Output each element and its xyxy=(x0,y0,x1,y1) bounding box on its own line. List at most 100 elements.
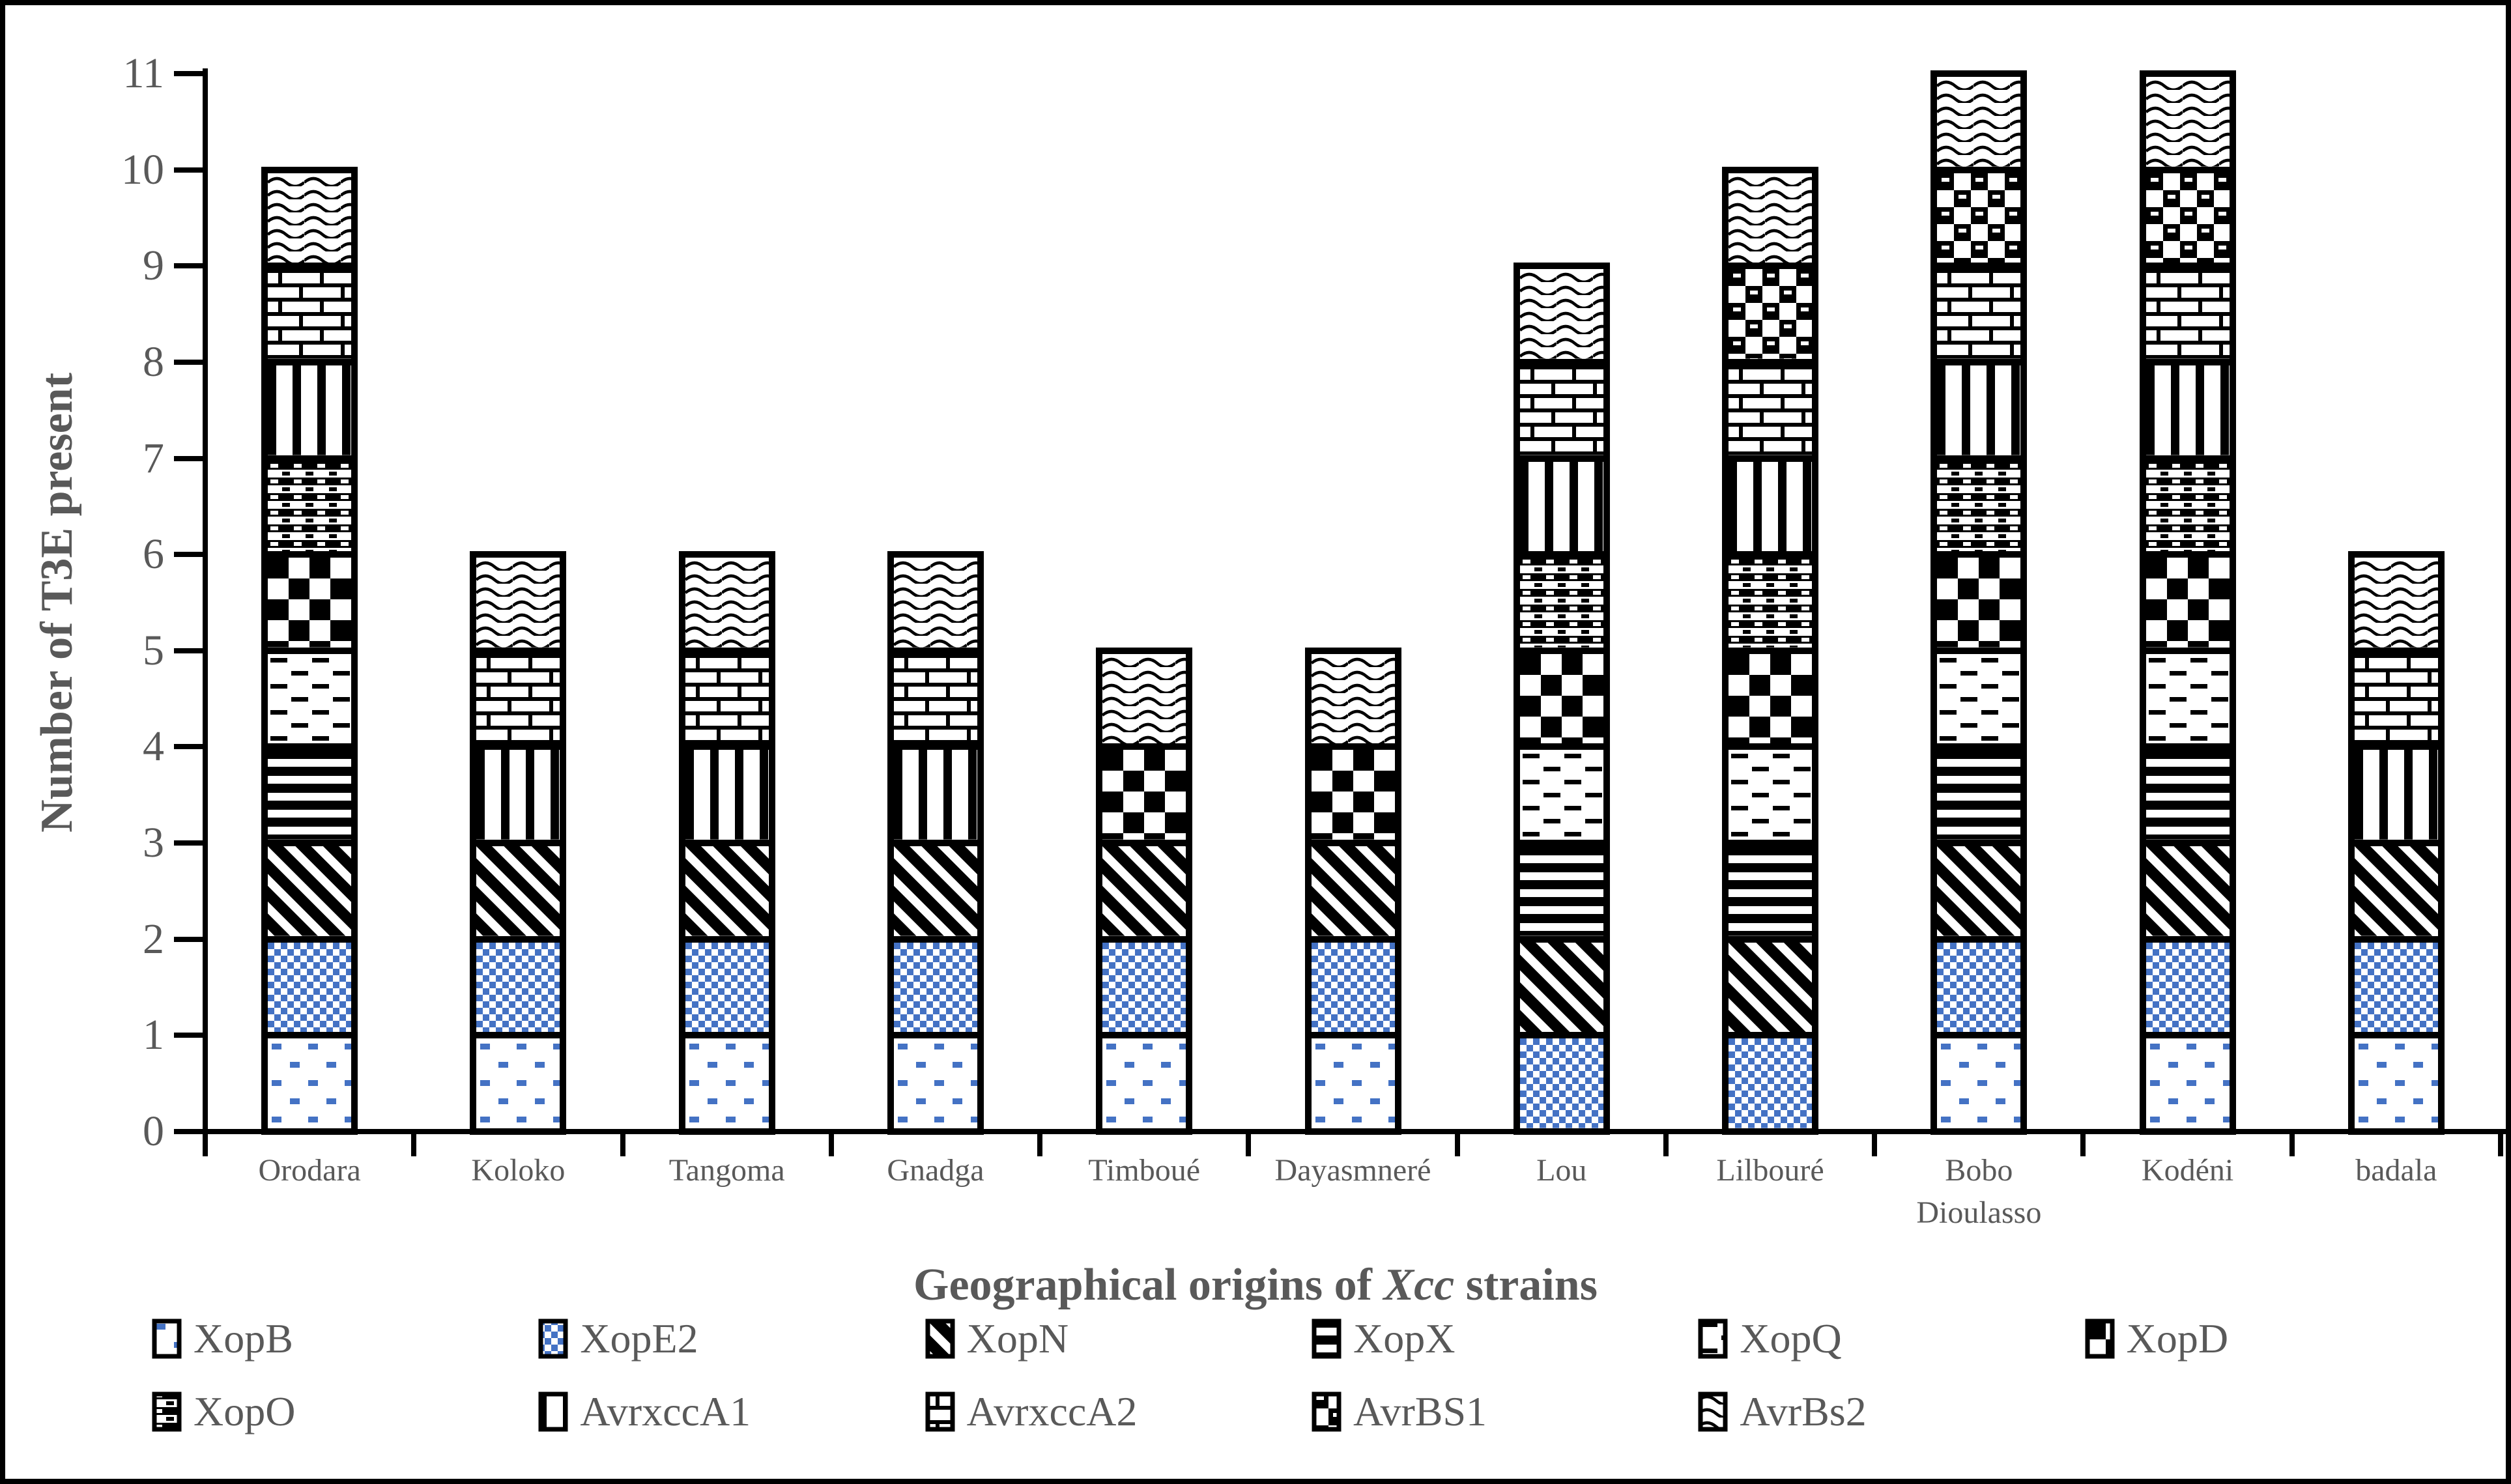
bar-segment-xopb xyxy=(2142,1035,2233,1132)
bar-segment-xopn xyxy=(1516,939,1607,1036)
bar-segment-xope2 xyxy=(265,939,355,1036)
legend-label-xopd: XopD xyxy=(2126,1315,2229,1362)
bar-segment-avrbs1 xyxy=(1934,169,2024,266)
bar-segment-avrbs1 xyxy=(1725,266,1816,362)
x-category-label-koloko: Koloko xyxy=(471,1153,566,1188)
bar-segment-avrbs2 xyxy=(1516,266,1607,362)
x-category-label-lilbour: Lilbouré xyxy=(1716,1153,1824,1188)
bar-segment-xopo xyxy=(2142,458,2233,555)
bar-orodara xyxy=(261,166,358,1135)
bar-segment-avrxcca2 xyxy=(890,650,981,747)
bar-segment-xope2 xyxy=(682,939,772,1036)
bar-segment-avrxcca2 xyxy=(1725,362,1816,459)
bar-segment-xopb xyxy=(1099,1035,1190,1132)
legend-item-avrxcca2: AvrxccA2 xyxy=(925,1391,1312,1433)
legend-item-xopo: XopO xyxy=(152,1391,538,1433)
legend-label-xopn: XopN xyxy=(966,1315,1069,1362)
legend-swatch-avrbs2 xyxy=(1698,1391,1728,1432)
bar-tangoma xyxy=(678,551,775,1135)
bar-segment-avrbs2 xyxy=(1934,74,2024,170)
bar-segment-xopb xyxy=(2351,1035,2441,1132)
bar-segment-avrxcca1 xyxy=(1516,458,1607,555)
legend-swatch-avrbs1 xyxy=(1312,1391,1342,1432)
legend-swatch-xopn xyxy=(925,1319,955,1359)
bar-segment-avrbs2 xyxy=(682,554,772,651)
x-axis-title-prefix: Geographical origins of xyxy=(913,1260,1384,1310)
y-tick-mark xyxy=(174,552,205,558)
bar-segment-xopn xyxy=(2142,843,2233,939)
y-tick-label: 4 xyxy=(143,722,164,771)
bar-segment-xopn xyxy=(473,843,564,939)
y-tick-mark xyxy=(174,936,205,942)
legend-label-avrxcca1: AvrxccA1 xyxy=(580,1388,751,1434)
y-tick-mark xyxy=(174,840,205,846)
y-tick-label: 8 xyxy=(143,337,164,386)
bar-segment-avrxcca2 xyxy=(1516,362,1607,459)
legend-swatch-avrxcca2 xyxy=(925,1391,955,1432)
x-category-label-tangoma: Tangoma xyxy=(668,1153,785,1188)
bar-segment-avrxcca2 xyxy=(265,266,355,362)
y-tick-label: 1 xyxy=(143,1011,164,1059)
y-tick-mark xyxy=(174,359,205,365)
bar-segment-avrbs2 xyxy=(1099,650,1190,747)
y-tick-label: 10 xyxy=(121,145,164,193)
bar-segment-avrbs1 xyxy=(2142,169,2233,266)
bar-timbou xyxy=(1096,647,1193,1135)
y-tick-label: 11 xyxy=(122,49,164,97)
y-tick-mark xyxy=(174,744,205,750)
bar-segment-xope2 xyxy=(1516,1035,1607,1132)
bar-segment-xope2 xyxy=(1725,1035,1816,1132)
x-category-label-lou: Lou xyxy=(1536,1153,1587,1188)
bar-segment-xopd xyxy=(1934,554,2024,651)
y-tick-label: 7 xyxy=(143,434,164,482)
bar-segment-xopo xyxy=(1725,554,1816,651)
y-tick-mark xyxy=(174,455,205,461)
y-tick-label: 9 xyxy=(143,242,164,290)
bar-segment-avrxcca2 xyxy=(682,650,772,747)
bar-segment-xopn xyxy=(2351,843,2441,939)
y-tick-label: 0 xyxy=(143,1107,164,1155)
bar-segment-avrbs2 xyxy=(2351,554,2441,651)
x-tick-mark xyxy=(411,1132,417,1156)
y-axis-line xyxy=(203,68,208,1137)
bar-koloko xyxy=(470,551,567,1135)
legend-swatch-xopx xyxy=(1312,1319,1342,1359)
legend-swatch-xopd xyxy=(2085,1319,2115,1359)
bar-segment-xopn xyxy=(1308,843,1398,939)
bar-segment-xopd xyxy=(2142,554,2233,651)
legend-swatch-xopb xyxy=(152,1319,182,1359)
bar-badala xyxy=(2347,551,2445,1135)
x-tick-mark xyxy=(620,1132,625,1156)
y-tick-label: 2 xyxy=(143,915,164,963)
x-tick-mark xyxy=(2498,1132,2503,1156)
x-tick-mark xyxy=(1454,1132,1460,1156)
y-tick-mark xyxy=(174,648,205,653)
bar-segment-avrxcca1 xyxy=(473,747,564,844)
bar-segment-xopq xyxy=(1725,747,1816,844)
bar-segment-xopn xyxy=(1934,843,2024,939)
y-tick-mark xyxy=(174,1033,205,1038)
legend-swatch-xopq xyxy=(1698,1319,1728,1359)
bar-segment-xopn xyxy=(1099,843,1190,939)
bar-segment-avrbs2 xyxy=(890,554,981,651)
bar-segment-avrxcca1 xyxy=(2142,362,2233,459)
bar-dayasmner xyxy=(1304,647,1401,1135)
bar-segment-xopx xyxy=(265,747,355,844)
y-tick-mark xyxy=(174,167,205,173)
bar-segment-xopn xyxy=(1725,939,1816,1036)
bar-segment-avrxcca2 xyxy=(2142,266,2233,362)
bar-segment-xopb xyxy=(1934,1035,2024,1132)
x-category-label-dayasmner: Dayasmneré xyxy=(1274,1153,1431,1188)
bar-segment-xope2 xyxy=(890,939,981,1036)
legend-label-avrbs1: AvrBS1 xyxy=(1353,1388,1487,1434)
legend-label-xopq: XopQ xyxy=(1740,1315,1842,1362)
y-tick-mark xyxy=(174,263,205,269)
bar-segment-xope2 xyxy=(1308,939,1398,1036)
y-tick-label: 3 xyxy=(143,819,164,867)
y-tick-mark xyxy=(174,70,205,76)
y-tick-mark xyxy=(174,1129,205,1134)
x-tick-mark xyxy=(828,1132,834,1156)
bar-segment-xopb xyxy=(265,1035,355,1132)
legend-swatch-xope2 xyxy=(538,1319,568,1359)
